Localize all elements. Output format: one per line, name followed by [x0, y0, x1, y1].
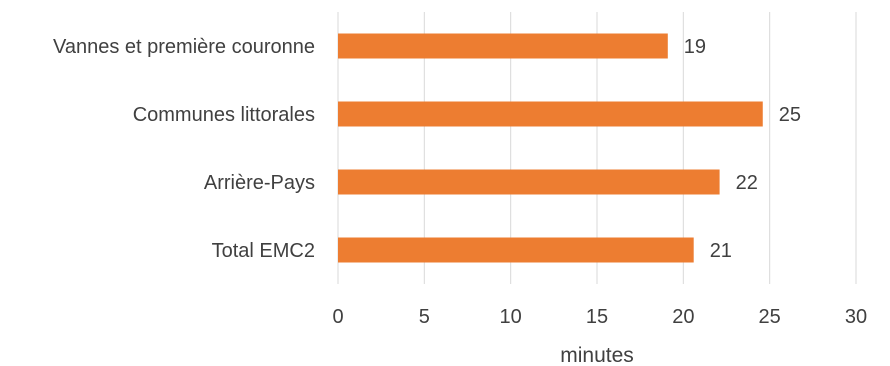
category-label: Vannes et première couronne	[53, 36, 315, 58]
x-tick-label: 25	[759, 306, 781, 328]
x-tick-label: 10	[500, 306, 522, 328]
data-label: 25	[779, 104, 801, 126]
data-label: 21	[710, 240, 732, 262]
x-tick-label: 20	[672, 306, 694, 328]
x-tick-label: 0	[332, 306, 343, 328]
x-tick-label: 15	[586, 306, 608, 328]
category-label: Arrière-Pays	[204, 172, 315, 194]
x-tick-label: 5	[419, 306, 430, 328]
data-label: 22	[736, 172, 758, 194]
category-label: Communes littorales	[133, 104, 315, 126]
category-labels: Vannes et première couronne Communes litt…	[53, 36, 315, 262]
bar	[338, 169, 720, 195]
bar	[338, 33, 668, 59]
bars: 19 25 22 21	[338, 33, 801, 263]
data-label: 19	[684, 36, 706, 58]
x-tick-label: 30	[845, 306, 867, 328]
x-tick-labels: 0 5 10 15 20 25 30	[332, 306, 867, 328]
bar	[338, 237, 694, 263]
category-label: Total EMC2	[212, 240, 315, 262]
bar	[338, 101, 763, 127]
x-axis-title: minutes	[560, 344, 634, 366]
